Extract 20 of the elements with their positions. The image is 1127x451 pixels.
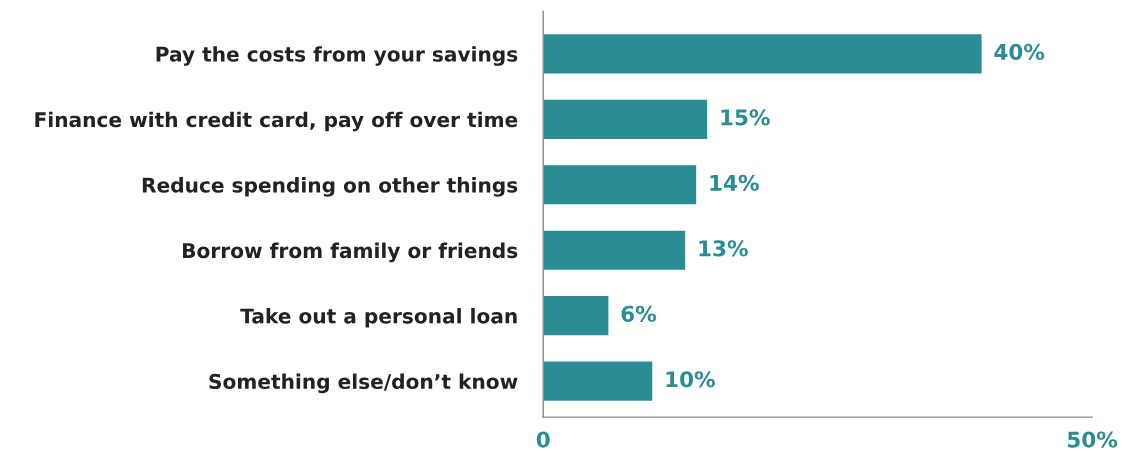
y-tick-label: Borrow from family or friends bbox=[182, 242, 518, 263]
x-tick-label: 0 bbox=[536, 431, 550, 448]
y-tick-label: Reduce spending on other things bbox=[142, 177, 518, 197]
data-label: 14% bbox=[710, 174, 759, 192]
bar bbox=[543, 229, 687, 272]
data-label: 40% bbox=[994, 43, 1045, 61]
data-label: 15% bbox=[721, 109, 770, 126]
data-label: 10% bbox=[666, 371, 715, 388]
y-tick-label: Take out a personal loan bbox=[240, 308, 517, 328]
y-tick-label: Finance with credit card, pay off over time bbox=[35, 111, 518, 132]
bar bbox=[543, 294, 610, 337]
bar bbox=[543, 163, 698, 206]
data-label: 13% bbox=[699, 240, 748, 257]
x-tick-label: 50% bbox=[1067, 431, 1118, 448]
y-tick-label: Pay the costs from your savings bbox=[156, 46, 518, 66]
bar bbox=[543, 32, 983, 75]
data-label: 6% bbox=[621, 305, 657, 322]
bar bbox=[543, 360, 654, 403]
bar bbox=[543, 98, 709, 141]
y-tick-label: Something else/don’t know bbox=[209, 373, 518, 394]
